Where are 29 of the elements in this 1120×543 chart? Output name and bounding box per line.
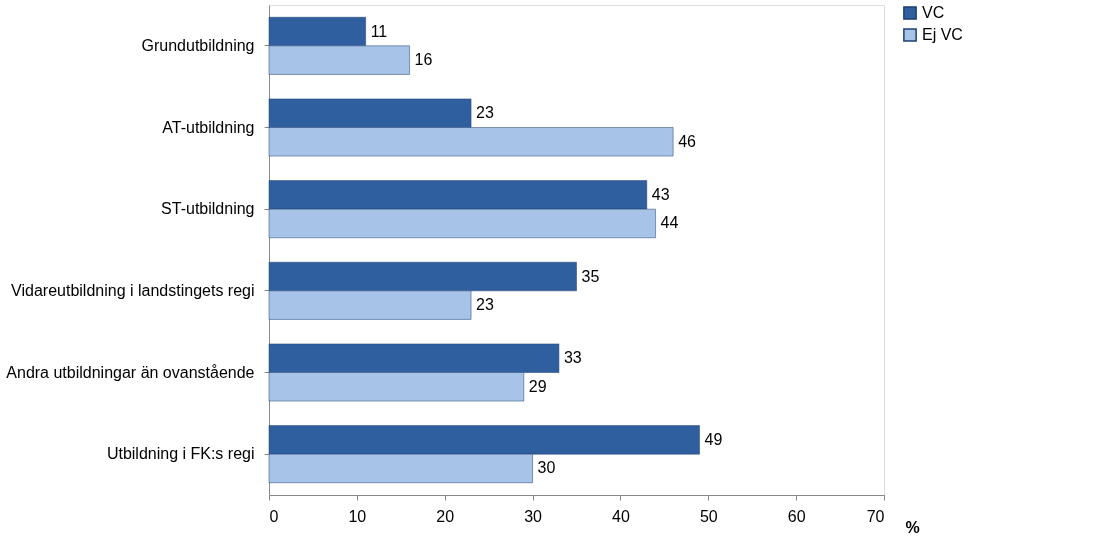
data-label: 49 xyxy=(704,430,723,448)
data-label: 33 xyxy=(563,349,582,367)
y-tick-label: ST-utbildning xyxy=(161,200,255,218)
y-tick-label: AT-utbildning xyxy=(162,118,255,136)
y-tick-label: Grundutbildning xyxy=(141,36,255,54)
legend-label: Ej VC xyxy=(922,26,963,43)
x-axis-title: % xyxy=(905,518,920,536)
legend-label: VC xyxy=(922,4,945,21)
x-tick-label: 0 xyxy=(269,507,279,525)
x-tick-label: 30 xyxy=(524,507,543,525)
x-tick-label: 10 xyxy=(348,507,367,525)
y-tick-label: Utbildning i FK:s regi xyxy=(106,445,255,463)
x-tick-label: 60 xyxy=(787,507,806,525)
data-label: 30 xyxy=(537,459,556,477)
data-label: 29 xyxy=(528,377,547,395)
data-label: 11 xyxy=(370,22,388,40)
x-tick-label: 20 xyxy=(436,507,455,525)
x-tick-label: 70 xyxy=(866,507,885,525)
y-tick-label: Vidareutbildning i landstingets regi xyxy=(11,281,255,299)
data-label: 23 xyxy=(476,296,494,314)
y-tick-label: Andra utbildningar än ovanstående xyxy=(6,363,255,381)
data-label: 35 xyxy=(581,267,600,285)
data-label: 43 xyxy=(651,185,670,203)
data-label: 23 xyxy=(476,104,494,122)
data-label: 44 xyxy=(660,214,679,232)
x-tick-label: 40 xyxy=(612,507,630,525)
x-tick-label: 50 xyxy=(699,507,718,525)
data-label: 16 xyxy=(414,51,433,69)
data-label: 46 xyxy=(678,132,697,150)
